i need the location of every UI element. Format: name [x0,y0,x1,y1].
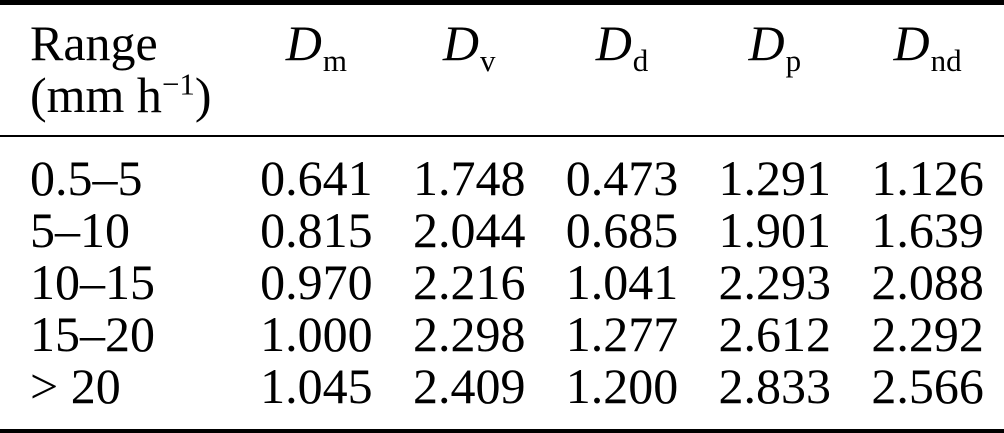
range-unit: (mm h−1) [30,66,240,123]
value-cell: 2.216 [412,254,526,310]
column-header-dm: Dm [240,2,393,137]
value-cell: 2.566 [871,358,984,414]
range-cell: 15–20 [30,306,155,362]
column-header-dp: Dp [698,2,852,137]
table-row: 0.5–5 0.641 1.748 0.473 1.291 1.126 [0,136,1004,204]
range-unit-prefix: (mm h [30,67,162,123]
column-header-dv: Dv [392,2,546,137]
table-row: 15–20 1.000 2.298 1.277 2.612 2.292 [0,308,1004,360]
column-header-dnd: Dnd [851,2,1004,137]
dp-symbol: D [748,15,786,71]
value-cell: 2.833 [718,358,832,414]
dd-subscript: d [632,43,649,78]
value-cell: 2.088 [871,254,984,310]
value-cell: 1.639 [871,202,984,258]
value-cell: 0.641 [260,150,373,206]
value-cell: 0.815 [260,202,373,258]
value-cell: 2.612 [718,306,832,362]
range-cell: > 20 [30,358,121,414]
range-cell: 5–10 [30,202,130,258]
range-cell: 10–15 [30,254,155,310]
value-cell: 2.409 [412,358,526,414]
value-cell: 2.044 [412,202,526,258]
range-unit-exponent: −1 [161,66,195,102]
value-cell: 2.298 [412,306,526,362]
value-cell: 2.292 [871,306,984,362]
table-row: > 20 1.045 2.409 1.200 2.833 2.566 [0,360,1004,431]
column-header-range: Range (mm h−1) [0,2,240,137]
value-cell: 1.045 [260,358,373,414]
value-cell: 1.901 [718,202,832,258]
value-cell: 1.277 [565,306,679,362]
value-cell: 1.291 [718,150,832,206]
value-cell: 0.970 [260,254,373,310]
dm-symbol: D [285,15,323,71]
dd-symbol: D [595,15,633,71]
value-cell: 0.473 [565,150,679,206]
dp-subscript: p [785,43,802,78]
table-header: Range (mm h−1) Dm Dv Dd Dp Dnd [0,2,1004,137]
value-cell: 1.126 [871,150,984,206]
range-label: Range [30,15,158,71]
dnd-symbol: D [893,15,931,71]
value-cell: 1.748 [412,150,526,206]
dv-subscript: v [480,43,496,78]
dm-subscript: m [322,43,348,78]
value-cell: 1.000 [260,306,373,362]
dnd-subscript: nd [930,43,962,78]
value-cell: 1.200 [565,358,679,414]
value-cell: 1.041 [565,254,679,310]
table-body: 0.5–5 0.641 1.748 0.473 1.291 1.126 5–10… [0,136,1004,431]
range-cell: 0.5–5 [30,150,143,206]
value-cell: 2.293 [718,254,832,310]
table-row: 5–10 0.815 2.044 0.685 1.901 1.639 [0,204,1004,256]
value-cell: 0.685 [565,202,679,258]
column-header-dd: Dd [545,2,699,137]
header-row: Range (mm h−1) Dm Dv Dd Dp Dnd [0,2,1004,137]
table-row: 10–15 0.970 2.216 1.041 2.293 2.088 [0,256,1004,308]
dv-symbol: D [442,15,480,71]
range-unit-suffix: ) [194,67,212,123]
